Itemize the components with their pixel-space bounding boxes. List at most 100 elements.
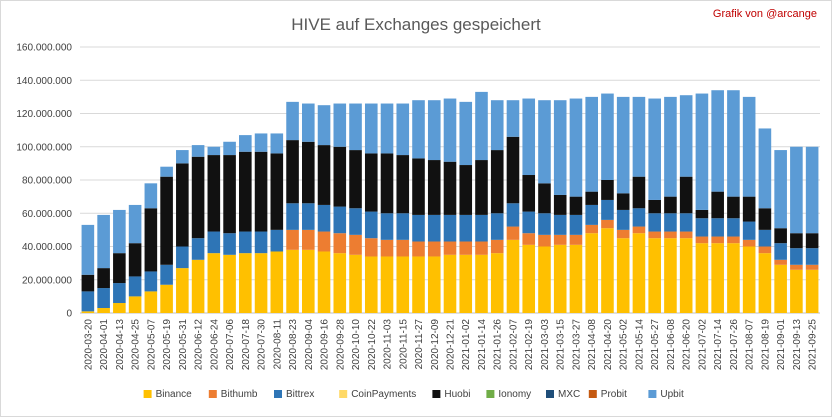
legend-item-probit: Probit [588,389,627,400]
bar-segment-upbit [412,100,425,159]
legend-swatch [208,390,217,398]
bar-segment-huobi [742,196,756,222]
bar-segment-huobi [317,145,331,205]
bar-segment-huobi [601,180,614,200]
bar-segment-binance [727,243,740,313]
bar-segment-binance [758,253,772,313]
bar-segment-bithumb [522,233,536,245]
bar-segment-bithumb [742,239,756,247]
bar-segment-bithumb [396,239,410,257]
bar-segment-bittrex [522,211,536,234]
bar-segment-upbit [396,103,410,156]
bar-segment-binance [553,244,567,313]
bar-segment-huobi [475,160,488,215]
bar-segment-bithumb [459,241,473,255]
bar-segment-bittrex [380,213,394,240]
bar-segment-binance [81,311,95,313]
legend-label: Probit [601,389,627,400]
bar-segment-bithumb [443,241,457,255]
bar-segment-bittrex [270,229,284,252]
bar-segment-bithumb [774,259,787,265]
bar-segment-huobi [506,136,520,204]
bar-segment-upbit [758,128,772,209]
bar-segment-binance [538,246,551,313]
bar-segment-binance [790,269,803,313]
bar-segment-huobi [538,183,551,214]
bar-segment-bittrex [538,213,551,235]
bar-segment-bittrex [302,203,315,230]
bar-segment-upbit [727,90,740,197]
bar-segment-bithumb [490,239,504,254]
bar-segment-upbit [380,103,394,154]
legend-item-huobi: Huobi [432,389,471,400]
bar-segment-upbit [176,150,189,164]
bar-segment-upbit [113,209,126,254]
x-tick-label: 2020-05-19 [162,319,173,371]
x-tick-label: 2021-07-14 [713,319,724,371]
bar-segment-binance [223,254,236,313]
bar-segment-bittrex [553,214,567,235]
bar-segment-binance [254,253,268,313]
bar-segment-bithumb [286,229,299,250]
bar-segment-bittrex [396,213,410,240]
legend: Binance Bithumb Bittrex CoinPayments Huobi Io… [143,389,684,400]
bar-segment-bithumb [648,231,661,239]
bar-segment-binance [396,256,410,313]
x-tick-label: 2020-03-20 [83,319,94,371]
x-tick-label: 2020-11-03 [383,319,394,370]
bar-segment-huobi [81,274,95,292]
bar-segment-huobi [223,155,236,234]
bar-segment-bittrex [742,221,756,240]
bar-segment-bittrex [695,218,709,237]
bar-segment-huobi [664,196,677,214]
bar-segment-upbit [254,133,268,152]
x-tick-label: 2020-04-25 [131,319,142,371]
bar-segment-binance [412,256,425,313]
x-tick-label: 2020-09-04 [304,319,315,371]
bar-segment-bittrex [727,218,740,237]
bar-segment-huobi [553,194,567,215]
bar-segment-binance [113,303,126,313]
x-tick-label: 2021-04-20 [603,319,614,371]
bar-segment-upbit [286,101,299,141]
y-tick-label: 20.000.000 [22,275,72,286]
bar-segment-binance [302,249,315,313]
bar-segment-bithumb [569,234,583,245]
x-tick-label: 2021-05-14 [634,319,645,371]
x-tick-label: 2021-05-02 [619,319,630,371]
bar-segment-huobi [333,146,347,207]
bar-segment-upbit [601,93,614,180]
bar-segment-bittrex [144,271,158,292]
x-tick-label: 2021-06-08 [666,319,677,371]
bar-segment-binance [475,254,488,313]
x-tick-label: 2021-05-27 [650,319,661,371]
bar-segment-bittrex [490,213,504,240]
bar-segment-upbit [632,96,646,177]
bar-segment-upbit [538,100,551,184]
legend-label: Upbit [660,389,684,400]
legend-label: Bittrex [286,389,314,400]
bar-segment-bittrex [632,208,646,227]
x-tick-label: 2020-11-27 [414,319,425,370]
bar-segment-binance [286,249,299,313]
bar-segment-bithumb [695,236,709,244]
bar-segment-huobi [695,209,709,219]
bar-segment-bittrex [774,243,787,260]
bar-segment-upbit [695,93,709,210]
bar-segment-upbit [97,214,110,269]
bar-segment-upbit [270,133,284,154]
bar-segment-upbit [81,224,95,275]
legend-swatch [339,390,348,398]
bar-segment-huobi [239,151,252,232]
bar-segment-binance [632,233,646,313]
bar-segment-bittrex [459,214,473,242]
x-tick-label: 2020-07-18 [241,319,252,371]
x-tick-label: 2020-04-01 [99,319,110,371]
x-tick-label: 2020-04-13 [115,319,126,371]
x-tick-label: 2020-06-12 [194,319,205,371]
bar-segment-huobi [349,150,362,209]
bars [81,90,819,314]
bar-segment-bithumb [616,229,630,239]
bar-segment-upbit [223,141,236,156]
